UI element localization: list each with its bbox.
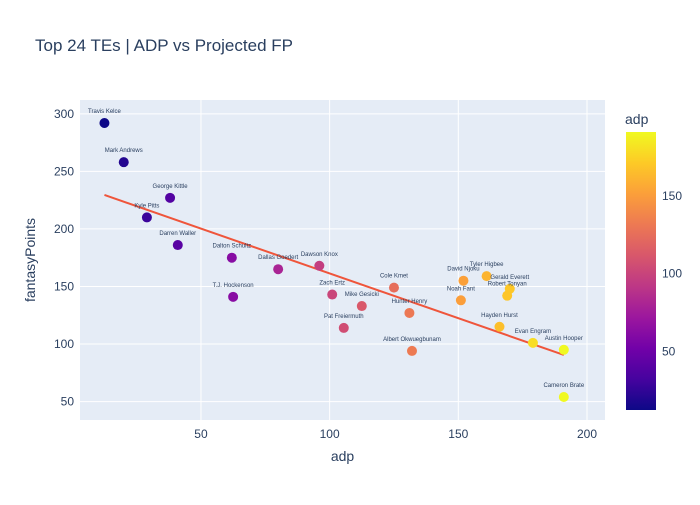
point-label: T.J. Hockenson <box>213 283 254 289</box>
data-point <box>455 295 466 306</box>
y-tick-label: 200 <box>54 222 74 236</box>
point-label: Dalton Schultz <box>212 244 251 250</box>
x-tick-label: 50 <box>194 427 208 441</box>
data-point <box>406 345 417 356</box>
point-label: Mark Andrews <box>105 148 143 154</box>
point-label: Dawson Knox <box>301 252 338 258</box>
data-point <box>558 344 569 355</box>
x-tick-label: 200 <box>577 427 597 441</box>
data-points <box>99 118 569 402</box>
point-label: Mike Gesicki <box>345 292 379 298</box>
data-point <box>494 321 505 332</box>
data-point <box>228 291 239 302</box>
plot-background <box>80 100 605 420</box>
y-tick-label: 250 <box>54 164 74 178</box>
point-label: Evan Engram <box>515 329 551 335</box>
point-label: Pat Freiermuth <box>324 314 364 320</box>
colorbar-tick-labels: 50 100 150 <box>662 189 682 359</box>
x-tick-label: 150 <box>448 427 468 441</box>
point-labels: Travis Kelce Mark Andrews George Kittle Kyl… <box>88 109 585 389</box>
y-tick-label: 150 <box>54 279 74 293</box>
data-point <box>118 157 129 168</box>
point-label: Zach Ertz <box>319 281 345 287</box>
point-label: Darren Waller <box>159 231 196 237</box>
data-point <box>165 192 176 203</box>
data-point <box>404 307 415 318</box>
point-label: Tyler Higbee <box>470 262 504 268</box>
data-point <box>558 391 569 402</box>
data-point <box>502 290 513 301</box>
colorbar <box>626 132 656 410</box>
data-point <box>481 271 492 282</box>
point-label: Travis Kelce <box>88 109 121 115</box>
y-axis-label: fantasyPoints <box>22 218 38 302</box>
x-axis-label: adp <box>331 448 355 464</box>
data-point <box>327 289 338 300</box>
y-tick-label: 300 <box>54 107 74 121</box>
data-point <box>99 118 110 129</box>
data-point <box>458 275 469 286</box>
colorbar-tick-label: 50 <box>662 345 676 359</box>
chart-title: Top 24 TEs | ADP vs Projected FP <box>35 36 293 55</box>
y-tick-labels: 50 100 150 200 250 300 <box>54 107 74 409</box>
grid-lines <box>80 100 605 420</box>
colorbar-tick-label: 150 <box>662 189 682 203</box>
data-point <box>226 252 237 263</box>
x-tick-labels: 50 100 150 200 <box>194 427 597 441</box>
point-label: Dallas Goedert <box>258 255 298 261</box>
colorbar-title: adp <box>625 111 649 127</box>
point-label: Austin Hooper <box>545 336 583 342</box>
data-point <box>338 322 349 333</box>
colorbar-tick-label: 100 <box>662 267 682 281</box>
point-label: Gerald Everett <box>490 275 529 281</box>
data-point <box>273 264 284 275</box>
trendline <box>104 194 565 356</box>
point-label: Cameron Brate <box>543 383 584 389</box>
point-label: Noah Fant <box>447 286 475 292</box>
data-point <box>314 260 325 271</box>
point-label: Kyle Pitts <box>134 203 159 209</box>
y-tick-label: 50 <box>61 395 75 409</box>
point-label: Albert Okwuegbunam <box>383 337 441 343</box>
data-point <box>527 337 538 348</box>
point-label: George Kittle <box>153 184 189 190</box>
point-label: Hunter Henry <box>392 299 428 305</box>
x-tick-label: 100 <box>320 427 340 441</box>
data-point <box>356 301 367 312</box>
point-label: Hayden Hurst <box>481 313 518 319</box>
data-point <box>141 212 152 223</box>
point-label: David Njoku <box>447 267 479 273</box>
point-label: Cole Kmet <box>380 274 408 280</box>
data-point <box>172 240 183 251</box>
data-point <box>388 282 399 293</box>
point-label: Robert Tonyan <box>488 282 527 288</box>
y-tick-label: 100 <box>54 337 74 351</box>
